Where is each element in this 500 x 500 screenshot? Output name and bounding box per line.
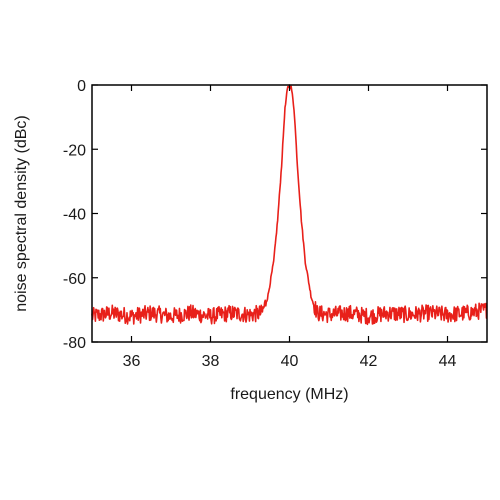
- y-tick-label: -40: [63, 207, 86, 224]
- x-tick-label: 44: [439, 353, 457, 370]
- ticks-layer: 36 38 40 42 44 0 -20 -40 -60 -80: [63, 78, 487, 370]
- y-tick-label: -60: [63, 271, 86, 288]
- y-tick-label: -20: [63, 142, 86, 159]
- x-axis-label: frequency (MHz): [230, 386, 348, 403]
- x-tick-label: 36: [123, 353, 141, 370]
- y-tick-label: 0: [77, 78, 86, 95]
- y-tick-label: -80: [63, 335, 86, 352]
- x-tick-label: 40: [281, 353, 299, 370]
- x-tick-label: 38: [202, 353, 220, 370]
- y-axis-label: noise spectral density (dBc): [13, 115, 30, 312]
- x-tick-label: 42: [360, 353, 378, 370]
